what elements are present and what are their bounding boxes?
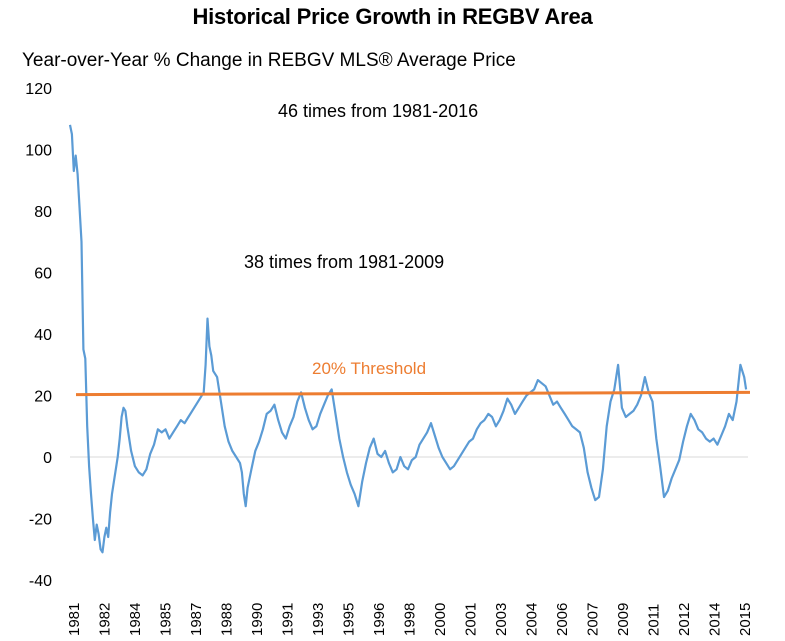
- x-axis: 1981 1982 1984 1985 1987 1988 1990 1991 1993 1995…: [66, 603, 754, 636]
- x-tick-label: 2000: [432, 603, 449, 636]
- threshold-label: 20% Threshold: [312, 359, 426, 378]
- x-tick-label: 1984: [127, 603, 144, 636]
- x-tick-label: 2011: [646, 604, 663, 636]
- x-tick-label: 1996: [371, 603, 388, 636]
- y-tick-label: 20: [34, 389, 52, 406]
- x-tick-label: 2004: [524, 603, 541, 636]
- x-tick-label: 1985: [158, 603, 175, 636]
- x-tick-label: 2003: [493, 603, 510, 636]
- x-tick-label: 1995: [341, 603, 358, 636]
- y-tick-label: 120: [25, 81, 52, 98]
- y-tick-label: -20: [29, 512, 52, 529]
- annotation-1981-2016: 46 times from 1981-2016: [278, 101, 478, 121]
- y-axis: -40 -20 0 20 40 60 80 100 120: [25, 81, 52, 590]
- annotation-1981-2009: 38 times from 1981-2009: [244, 252, 444, 272]
- x-tick-label: 1990: [249, 603, 266, 636]
- x-tick-label: 2015: [737, 603, 754, 636]
- x-tick-label: 2012: [676, 603, 693, 636]
- y-tick-label: 100: [25, 143, 52, 160]
- y-tick-label: 0: [43, 450, 52, 467]
- x-tick-label: 1982: [97, 603, 114, 636]
- x-tick-label: 2014: [707, 603, 724, 636]
- y-tick-label: -40: [29, 573, 52, 590]
- y-tick-label: 40: [34, 327, 52, 344]
- x-tick-label: 1991: [280, 603, 297, 636]
- y-tick-label: 80: [34, 204, 52, 221]
- x-tick-label: 1981: [66, 603, 83, 636]
- chart-title: Historical Price Growth in REGBV Area: [192, 4, 593, 29]
- x-tick-label: 1988: [219, 603, 236, 636]
- y-tick-label: 60: [34, 266, 52, 283]
- chart-subtitle: Year-over-Year % Change in REBGV MLS® Av…: [22, 50, 516, 71]
- price-change-series-line: [68, 124, 748, 554]
- threshold-line: [75, 390, 751, 397]
- x-tick-label: 1993: [310, 603, 327, 636]
- x-tick-label: 2001: [463, 603, 480, 636]
- x-tick-label: 2006: [554, 603, 571, 636]
- x-tick-label: 2007: [585, 603, 602, 636]
- x-tick-label: 1987: [188, 603, 205, 636]
- x-tick-label: 2009: [615, 603, 632, 636]
- x-tick-label: 1998: [402, 603, 419, 636]
